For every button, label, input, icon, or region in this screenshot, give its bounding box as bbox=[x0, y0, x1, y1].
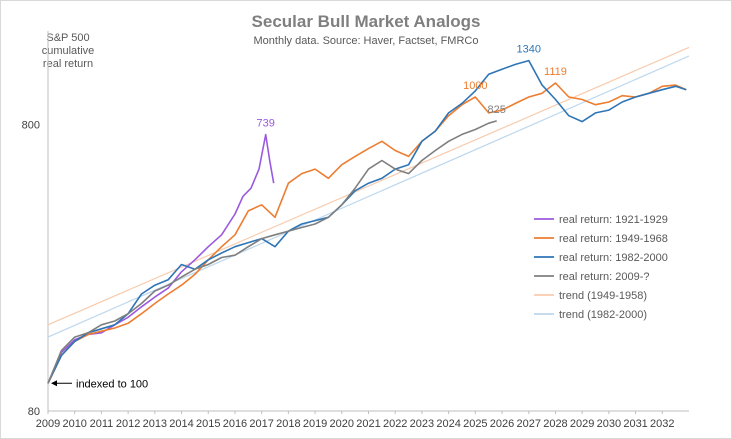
x-tick-label: 2032 bbox=[650, 418, 674, 430]
peak-label: 825 bbox=[488, 104, 506, 116]
peak-label: 1119 bbox=[544, 66, 567, 78]
x-tick-label: 2023 bbox=[410, 418, 434, 430]
arrow-note-text: indexed to 100 bbox=[76, 378, 148, 390]
legend-entry: real return: 1921-1929 bbox=[559, 214, 668, 226]
legend: real return: 1921-1929 real return: 1949-… bbox=[534, 214, 668, 321]
x-tick-label: 2014 bbox=[169, 418, 193, 430]
y-tick-label: 80 bbox=[28, 406, 40, 418]
legend-entry: real return: 1982-2000 bbox=[559, 252, 668, 264]
series-line-real-return-1982-2000 bbox=[47, 59, 687, 384]
x-tick-label: 2025 bbox=[463, 418, 487, 430]
series-line-trend-1949-1958 bbox=[47, 46, 690, 326]
peak-label: 1340 bbox=[517, 44, 541, 56]
series-line-real-return-1949-1968 bbox=[47, 82, 687, 384]
x-tick-label: 2030 bbox=[597, 418, 621, 430]
arrow-head bbox=[51, 380, 57, 387]
x-tick-label: 2021 bbox=[356, 418, 380, 430]
x-tick-label: 2018 bbox=[276, 418, 300, 430]
x-tick-label: 2013 bbox=[143, 418, 167, 430]
x-tick-label: 2009 bbox=[36, 418, 60, 430]
x-tick-label: 2017 bbox=[249, 418, 273, 430]
x-tick-label: 2027 bbox=[517, 418, 541, 430]
peak-label: 1000 bbox=[463, 80, 487, 92]
indexed-arrow: indexed to 100 bbox=[51, 378, 148, 390]
y-axis-label-line-1: S&P 500 bbox=[46, 32, 89, 44]
x-tick-label: 2024 bbox=[436, 418, 460, 430]
x-tick-label: 2028 bbox=[543, 418, 567, 430]
y-axis-label-line-3: real return bbox=[43, 58, 93, 70]
x-tick-label: 2010 bbox=[62, 418, 86, 430]
legend-entry: real return: 1949-1968 bbox=[559, 233, 668, 245]
y-ticks: 80 800 bbox=[22, 120, 40, 418]
x-tick-label: 2020 bbox=[330, 418, 354, 430]
series-line-real-return-1921-1929 bbox=[47, 133, 275, 384]
series-line-real-return-2009 bbox=[47, 120, 497, 384]
x-tick-label: 2031 bbox=[623, 418, 647, 430]
x-tick-label: 2015 bbox=[196, 418, 220, 430]
x-tick-label: 2019 bbox=[303, 418, 327, 430]
chart-title: Secular Bull Market Analogs bbox=[252, 12, 481, 31]
legend-entry: real return: 2009-? bbox=[559, 271, 650, 283]
x-ticks: 2009 2010 2011 2012 2013 2014 2015 2016 2017 2018… bbox=[36, 411, 675, 430]
x-tick-label: 2022 bbox=[383, 418, 407, 430]
legend-entry: trend (1982-2000) bbox=[559, 309, 647, 321]
x-tick-label: 2011 bbox=[90, 418, 114, 430]
x-tick-label: 2012 bbox=[116, 418, 140, 430]
chart-subtitle: Monthly data. Source: Haver, Factset, FM… bbox=[254, 35, 479, 47]
peak-label: 739 bbox=[256, 118, 274, 130]
y-axis-label-line-2: cumulative bbox=[42, 45, 95, 57]
x-tick-label: 2029 bbox=[570, 418, 594, 430]
x-tick-label: 2016 bbox=[223, 418, 247, 430]
legend-entry: trend (1949-1958) bbox=[559, 290, 647, 302]
y-tick-label: 800 bbox=[22, 120, 40, 132]
series-lines bbox=[47, 46, 690, 384]
x-tick-label: 2026 bbox=[490, 418, 514, 430]
